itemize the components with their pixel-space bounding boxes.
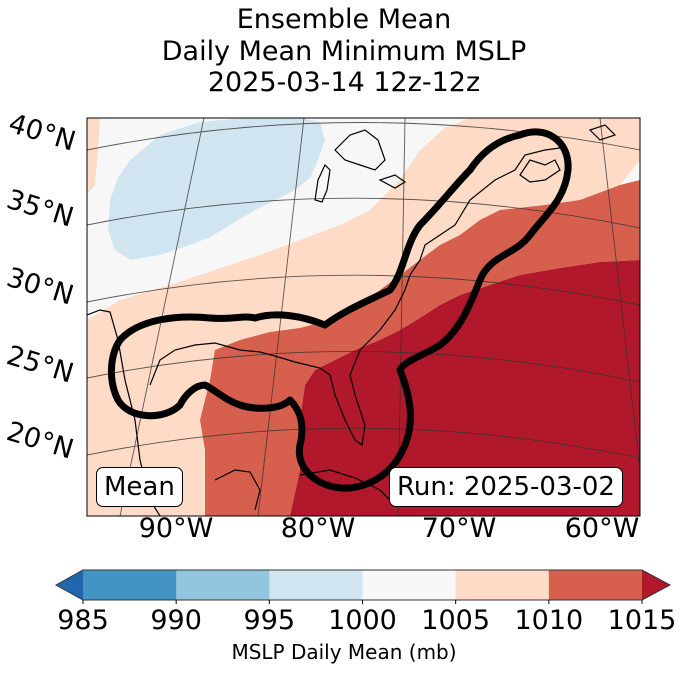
region-995-1000 (108, 118, 325, 260)
colorbar-label: MSLP Daily Mean (mb) (231, 640, 457, 664)
parallel-40n (87, 122, 640, 151)
parallel-20n (87, 427, 640, 459)
colorbar-extend-high (642, 570, 670, 600)
chart-title: Ensemble Mean Daily Mean Minimum MSLP 20… (0, 4, 688, 99)
lon-label-80w: 80°W (280, 513, 356, 544)
region-1005-1010-west-edge (87, 118, 100, 195)
map-border (86, 117, 641, 517)
mean-annotation: Mean (96, 467, 183, 507)
lon-label-70w: 70°W (421, 513, 497, 544)
colorbar-tick-label: 1010 (514, 605, 584, 636)
colorbar-bin-1005-1010 (455, 570, 550, 600)
colorbar-tick-label: 995 (243, 605, 296, 636)
parallel-25n (87, 351, 640, 383)
colorbar-tick-label: 985 (57, 605, 109, 636)
contour-outline (107, 128, 572, 492)
coastline-east (409, 147, 561, 276)
colorbar (54, 569, 672, 604)
run-date-annotation: Run: 2025-03-02 (389, 467, 623, 507)
colorbar-tick-label: 990 (150, 605, 202, 636)
colorbar-bin-985-990 (83, 570, 177, 600)
lon-label-60w: 60°W (564, 513, 640, 544)
colorbar-bin-1000-1005 (362, 570, 457, 600)
meridian-60w (599, 118, 640, 471)
parallel-30n (87, 274, 640, 306)
region-above-1015 (290, 260, 640, 516)
colorbar-bin-995-1000 (269, 570, 363, 600)
coastline-yucatan (214, 469, 261, 511)
coastline-maritimes (519, 124, 617, 183)
title-line-2: Daily Mean Minimum MSLP (161, 35, 527, 67)
colorbar-extend-low (56, 570, 83, 600)
title-line-1: Ensemble Mean (236, 4, 452, 35)
coastline-great-lakes (314, 129, 407, 203)
colorbar-bin-990-995 (176, 570, 270, 600)
region-1010-1015 (200, 180, 640, 516)
colorbar-tick-label: 1015 (607, 605, 677, 636)
parallel-35n (87, 197, 640, 229)
coastline-florida (329, 274, 411, 447)
coastline-cuba (299, 469, 391, 501)
colorbar-bin-1010-1015 (548, 570, 643, 600)
lon-label-90w: 90°W (138, 513, 214, 544)
coastline-gulf-north (149, 342, 331, 386)
colorbar-tick-label: 1000 (328, 605, 397, 636)
title-line-3: 2025-03-14 12z-12z (207, 67, 481, 98)
colorbar-tick-label: 1005 (421, 605, 491, 636)
